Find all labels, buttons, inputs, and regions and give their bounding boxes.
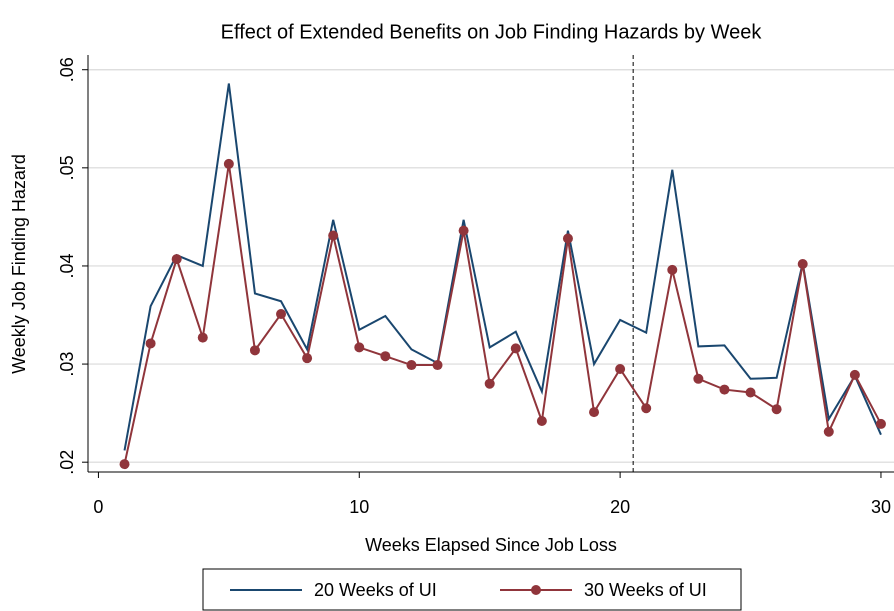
series-marker <box>223 158 234 169</box>
series-marker <box>145 338 156 349</box>
series-marker <box>797 258 808 269</box>
x-tick-label: 20 <box>610 497 630 517</box>
series-marker <box>276 309 287 320</box>
y-tick-label: .04 <box>57 253 77 278</box>
series-line <box>123 83 882 451</box>
legend-label: 20 Weeks of UI <box>314 580 437 600</box>
series-marker <box>432 360 443 371</box>
legend-marker <box>531 585 541 595</box>
series-marker <box>484 378 495 389</box>
y-axis-label: Weekly Job Finding Hazard <box>9 154 29 374</box>
series-marker <box>589 407 600 418</box>
series-marker <box>719 384 730 395</box>
series-marker <box>354 342 365 353</box>
series-marker <box>171 254 182 265</box>
series-marker <box>328 230 339 241</box>
series-marker <box>641 403 652 414</box>
series-marker <box>667 264 678 275</box>
series-marker <box>380 351 391 362</box>
x-axis-label: Weeks Elapsed Since Job Loss <box>365 535 617 555</box>
y-tick-label: .02 <box>57 450 77 475</box>
y-tick-label: .06 <box>57 57 77 82</box>
series-marker <box>119 459 130 470</box>
chart-title: Effect of Extended Benefits on Job Findi… <box>221 21 763 43</box>
series-marker <box>458 225 469 236</box>
series-marker <box>849 369 860 380</box>
series-marker <box>745 387 756 398</box>
series-marker <box>536 415 547 426</box>
x-tick-label: 10 <box>349 497 369 517</box>
x-tick-label: 30 <box>871 497 891 517</box>
series-marker <box>302 353 313 364</box>
x-tick-label: 0 <box>93 497 103 517</box>
series-marker <box>197 332 208 343</box>
series-marker <box>406 360 417 371</box>
series-marker <box>249 345 260 356</box>
series-line <box>123 163 882 465</box>
series-marker <box>875 418 886 429</box>
series-marker <box>562 233 573 244</box>
y-tick-label: .03 <box>57 352 77 377</box>
legend-label: 30 Weeks of UI <box>584 580 707 600</box>
series-marker <box>510 343 521 354</box>
series-marker <box>693 373 704 384</box>
series-marker <box>615 363 626 374</box>
y-tick-label: .05 <box>57 155 77 180</box>
series-marker <box>823 426 834 437</box>
series-marker <box>771 404 782 415</box>
